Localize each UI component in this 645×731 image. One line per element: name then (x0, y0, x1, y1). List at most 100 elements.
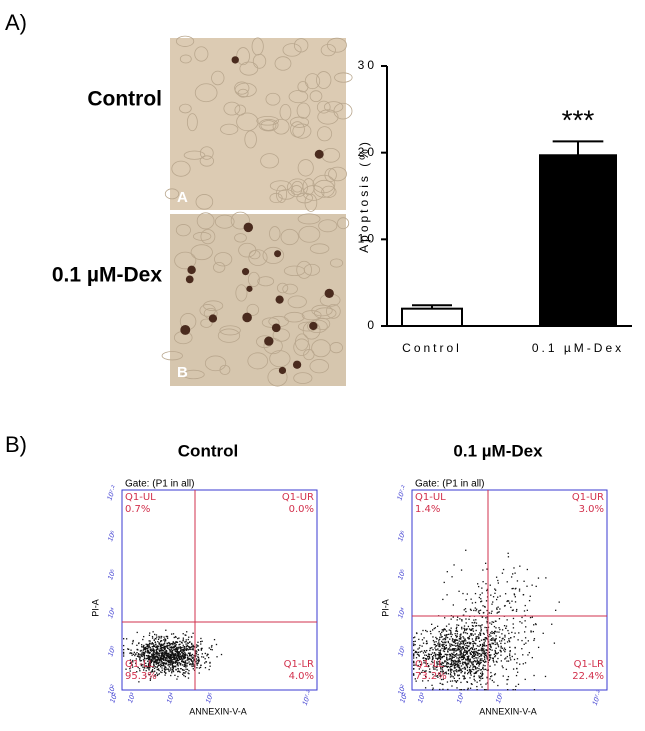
event-dot (477, 637, 479, 640)
event-dot (501, 647, 504, 649)
event-dot (187, 659, 189, 661)
event-dot (192, 649, 194, 651)
event-dot (160, 659, 162, 662)
event-dot (447, 640, 449, 643)
event-dot (415, 650, 417, 653)
event-dot (534, 623, 537, 625)
event-dot (425, 654, 428, 657)
event-dot (164, 641, 166, 643)
event-dot (477, 662, 480, 665)
event-dot (442, 655, 444, 658)
event-dot (135, 658, 137, 660)
cell (246, 303, 260, 316)
event-dot (459, 656, 461, 659)
event-dot (142, 638, 144, 641)
event-dot (175, 659, 178, 661)
event-dot (438, 645, 440, 648)
event-dot (459, 643, 461, 645)
event-dot (416, 653, 419, 655)
event-dot (141, 655, 143, 658)
event-dot (445, 625, 448, 627)
event-dot (178, 656, 180, 658)
event-dot (497, 596, 499, 598)
event-dot (501, 572, 504, 574)
event-dot (153, 656, 155, 658)
event-dot (148, 666, 150, 668)
event-dot (149, 640, 151, 642)
cell (321, 185, 337, 198)
event-dot (471, 638, 474, 640)
event-dot (482, 667, 484, 670)
event-dot (462, 643, 464, 645)
event-dot (456, 630, 459, 633)
event-dot (509, 650, 511, 652)
event-dot (168, 642, 170, 644)
event-dot (149, 663, 151, 666)
event-dot (530, 630, 532, 632)
event-dot (502, 675, 504, 677)
event-dot (512, 627, 515, 629)
cell (301, 310, 322, 321)
cell (334, 72, 353, 83)
event-dot (544, 675, 547, 678)
event-dot (456, 653, 458, 655)
event-dot (457, 659, 459, 661)
event-dot (474, 625, 477, 627)
event-dot (151, 637, 154, 639)
event-dot (486, 620, 488, 623)
event-dot (447, 651, 449, 653)
event-dot (444, 641, 447, 644)
event-dot (182, 637, 185, 639)
event-dot (450, 632, 452, 634)
event-dot (496, 661, 498, 663)
event-dot (494, 652, 497, 654)
image-letter: B (177, 364, 188, 381)
cell (200, 318, 213, 328)
event-dot (465, 549, 467, 551)
event-dot (192, 668, 194, 670)
event-dot (125, 638, 128, 640)
event-dot (439, 651, 441, 654)
event-dot (151, 643, 153, 645)
event-dot (188, 646, 190, 649)
event-dot (131, 643, 134, 645)
cell (279, 103, 292, 121)
event-dot (161, 662, 163, 664)
event-dot (139, 657, 141, 659)
event-dot (156, 646, 158, 649)
event-dot (467, 662, 469, 664)
cell (316, 100, 331, 114)
event-dot (481, 616, 484, 618)
event-dot (507, 675, 510, 678)
event-dot (165, 667, 167, 669)
event-dot (504, 650, 506, 653)
event-dot (152, 631, 154, 633)
event-dot (481, 647, 484, 650)
event-dot (489, 639, 492, 641)
event-dot (473, 642, 475, 644)
event-dot (176, 655, 178, 657)
event-dot (484, 658, 486, 660)
event-dot (449, 643, 451, 645)
event-dot (186, 644, 189, 646)
event-dot (494, 656, 496, 658)
event-dot (489, 644, 492, 646)
event-dot (497, 652, 499, 654)
event-dot (152, 652, 154, 654)
event-dot (180, 658, 182, 660)
event-dot (423, 657, 425, 659)
event-dot (192, 632, 194, 634)
event-dot (470, 609, 472, 611)
event-dot (127, 648, 129, 650)
event-dot (429, 647, 432, 650)
event-dot (186, 659, 188, 661)
event-dot (503, 647, 506, 649)
event-dot (429, 671, 432, 673)
event-dot (436, 675, 439, 677)
quadrant-name: Q1-UR (572, 492, 604, 503)
event-dot (449, 676, 452, 678)
event-dot (496, 643, 498, 645)
event-dot (456, 639, 459, 641)
event-dot (414, 664, 416, 666)
y-tick-label: 0 (367, 318, 377, 332)
